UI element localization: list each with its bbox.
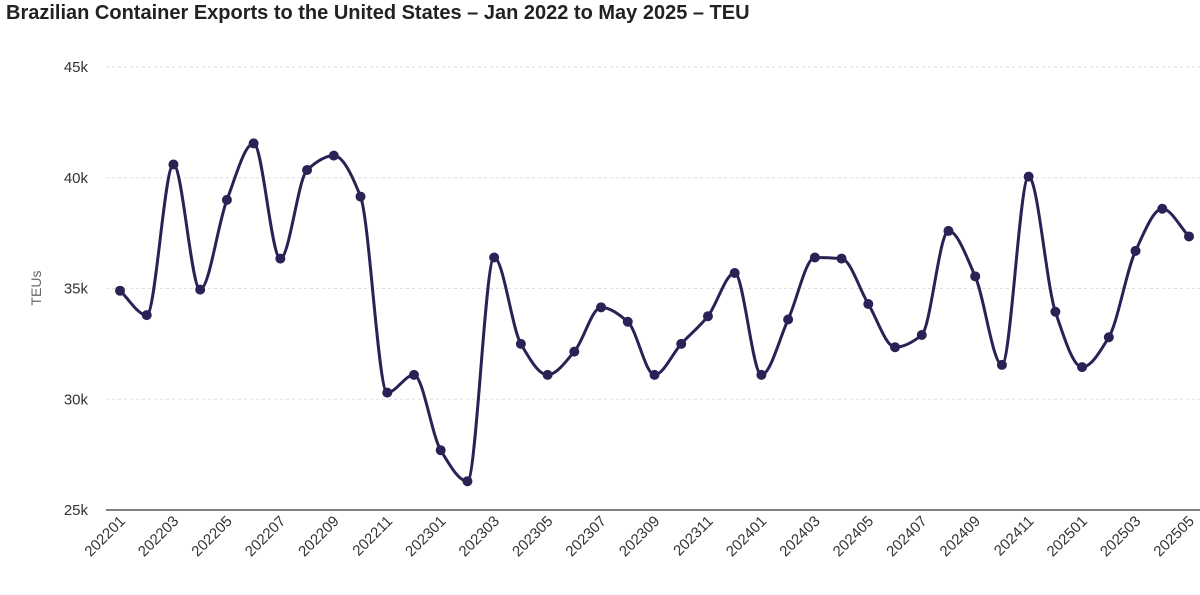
data-point — [729, 267, 740, 278]
x-tick-label: 202209 — [295, 513, 342, 560]
y-tick-label: 25k — [64, 502, 89, 519]
data-point — [676, 338, 687, 349]
x-axis: 202201 202203 202205 202207 202209 202211 2023… — [81, 513, 1197, 560]
x-tick-label: 202501 — [1044, 513, 1091, 560]
gridlines — [106, 66, 1200, 511]
y-tick-label: 35k — [64, 281, 89, 298]
data-point — [382, 387, 393, 398]
x-tick-label: 202203 — [135, 513, 182, 560]
data-point — [1023, 171, 1034, 182]
data-point — [355, 191, 366, 202]
x-tick-label: 202409 — [937, 513, 984, 560]
y-tick-label: 30k — [64, 391, 89, 408]
data-point — [756, 369, 767, 380]
data-point — [221, 194, 232, 205]
data-point — [515, 338, 526, 349]
y-axis-title: TEUs — [28, 271, 44, 306]
x-tick-label: 202201 — [81, 513, 128, 560]
x-tick-label: 202411 — [991, 513, 1038, 560]
data-point — [702, 311, 713, 322]
data-point — [462, 476, 473, 487]
data-point — [248, 138, 259, 149]
data-point — [863, 299, 874, 310]
data-point — [1184, 231, 1194, 242]
x-tick-label: 202303 — [456, 513, 503, 560]
data-point — [836, 253, 847, 264]
y-axis: 25k 30k 35k 40k 45k — [64, 59, 89, 519]
x-tick-label: 202405 — [830, 513, 877, 560]
data-point — [141, 310, 152, 321]
data-point — [596, 302, 607, 313]
x-tick-label: 202309 — [616, 513, 663, 560]
x-tick-label: 202211 — [349, 513, 396, 560]
chart-title: Brazilian Container Exports to the Unite… — [6, 2, 750, 24]
data-point — [275, 253, 286, 264]
x-tick-label: 202307 — [562, 513, 609, 560]
data-point — [195, 284, 206, 295]
data-point — [943, 225, 954, 236]
data-point — [569, 346, 580, 357]
data-point — [1050, 306, 1061, 317]
x-tick-label: 202407 — [883, 513, 930, 560]
series-line — [118, 141, 1191, 483]
data-point — [435, 445, 446, 456]
x-tick-label: 202207 — [242, 513, 289, 560]
x-tick-label: 202503 — [1097, 513, 1144, 560]
data-point — [1157, 203, 1168, 214]
x-tick-label: 202505 — [1150, 513, 1197, 560]
data-point — [996, 359, 1007, 370]
x-tick-label: 202403 — [776, 513, 823, 560]
x-tick-label: 202301 — [402, 513, 449, 560]
data-point — [1077, 362, 1088, 373]
data-point — [890, 342, 901, 353]
data-point — [115, 285, 125, 296]
data-point — [168, 159, 179, 170]
data-point — [328, 150, 339, 161]
data-point — [809, 252, 820, 263]
data-point — [916, 330, 927, 341]
data-point — [970, 271, 981, 282]
data-point — [302, 164, 313, 175]
data-point — [489, 252, 500, 263]
y-tick-label: 40k — [64, 170, 89, 187]
data-point — [542, 369, 553, 380]
data-point — [649, 369, 660, 380]
x-tick-label: 202205 — [188, 513, 235, 560]
data-point — [1130, 245, 1141, 256]
data-point — [783, 314, 794, 325]
x-tick-label: 202311 — [670, 513, 717, 560]
data-point — [408, 369, 419, 380]
x-tick-label: 202305 — [509, 513, 556, 560]
data-point — [622, 316, 633, 327]
y-tick-label: 45k — [64, 59, 89, 76]
data-points — [115, 138, 1194, 487]
x-tick-label: 202401 — [723, 513, 770, 560]
data-point — [1103, 332, 1114, 343]
